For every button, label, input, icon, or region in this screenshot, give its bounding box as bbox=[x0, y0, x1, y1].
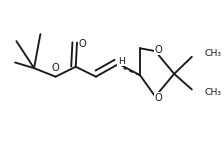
Text: O: O bbox=[52, 63, 59, 73]
Text: O: O bbox=[154, 93, 162, 103]
Text: H: H bbox=[118, 57, 125, 66]
Text: CH₃: CH₃ bbox=[205, 49, 222, 58]
Text: O: O bbox=[154, 45, 162, 55]
Text: O: O bbox=[79, 39, 86, 49]
Text: CH₃: CH₃ bbox=[205, 88, 222, 97]
